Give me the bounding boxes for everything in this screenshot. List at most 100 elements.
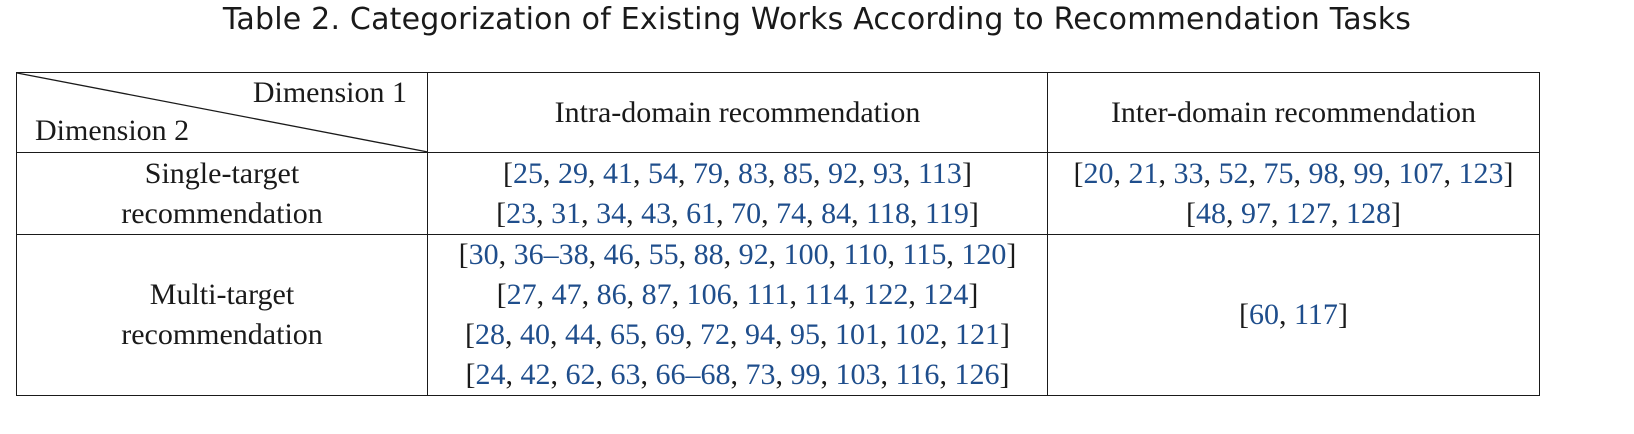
citation-link[interactable]: 99 [790, 358, 821, 391]
citation-line: [48, 97, 127, 128] [1186, 196, 1401, 230]
column-header-inter: Inter-domain recommendation [1047, 72, 1540, 153]
citation-link[interactable]: 69 [655, 318, 685, 351]
citation-link[interactable]: 116 [895, 358, 940, 391]
citation-link[interactable]: 94 [745, 318, 775, 351]
row-label-line: recommendation [121, 196, 323, 230]
citation-link[interactable]: 42 [520, 358, 551, 391]
citation-link[interactable]: 113 [918, 156, 962, 190]
citation-link[interactable]: 23 [506, 196, 537, 230]
row-label-line: Multi-target [149, 278, 295, 311]
citation-link[interactable]: 70 [731, 196, 762, 230]
citation-line: [25, 29, 41, 54, 79, 83, 85, 92, 93, 113… [503, 156, 972, 190]
citation-line: [23, 31, 34, 43, 61, 70, 74, 84, 118, 11… [496, 196, 979, 230]
citation-link[interactable]: 83 [738, 156, 769, 190]
citation-link[interactable]: 66–68 [655, 358, 731, 391]
citation-link[interactable]: 99 [1353, 156, 1384, 190]
citation-link[interactable]: 20 [1083, 156, 1114, 190]
citation-link[interactable]: 95 [790, 318, 820, 351]
table-row: Multi-target recommendation [30, 36–38, … [16, 234, 1540, 396]
citation-link[interactable]: 100 [783, 238, 829, 271]
citation-link[interactable]: 98 [1308, 156, 1339, 190]
citation-link[interactable]: 30 [468, 238, 499, 271]
citation-link[interactable]: 92 [738, 238, 769, 271]
table-caption: Table 2. Categorization of Existing Work… [222, 2, 1412, 37]
header-row: Dimension 1 Dimension 2 Intra-domain rec… [16, 72, 1540, 153]
citation-link[interactable]: 48 [1196, 196, 1226, 230]
citation-link[interactable]: 27 [506, 278, 537, 311]
column-header-intra: Intra-domain recommendation [427, 72, 1048, 153]
citation-link[interactable]: 73 [745, 358, 776, 391]
citation-link[interactable]: 62 [565, 358, 596, 391]
citation-link[interactable]: 24 [475, 358, 506, 391]
citation-link[interactable]: 101 [835, 318, 880, 351]
citation-link[interactable]: 85 [783, 156, 814, 190]
citation-link[interactable]: 34 [596, 196, 627, 230]
citation-line: [20, 21, 33, 52, 75, 98, 99, 107, 123] [1073, 156, 1514, 190]
citation-link[interactable]: 122 [863, 278, 909, 311]
citation-link[interactable]: 128 [1346, 196, 1391, 230]
table-row: Single-target recommendation [25, 29, 41… [16, 152, 1540, 235]
citation-link[interactable]: 107 [1398, 156, 1444, 190]
row-header-single-target: Single-target recommendation [16, 152, 428, 235]
citation-link[interactable]: 31 [551, 196, 582, 230]
citation-link[interactable]: 55 [648, 238, 679, 271]
citation-link[interactable]: 110 [843, 238, 888, 271]
citation-link[interactable]: 92 [828, 156, 859, 190]
citation-link[interactable]: 124 [923, 278, 969, 311]
citation-link[interactable]: 121 [955, 318, 1000, 351]
citation-link[interactable]: 86 [596, 278, 627, 311]
row-label-line: Single-target [144, 156, 300, 190]
citation-link[interactable]: 120 [961, 238, 1007, 271]
citation-line: [28, 40, 44, 65, 69, 72, 94, 95, 101, 10… [465, 318, 1010, 351]
cell-multi-intra: [30, 36–38, 46, 55, 88, 92, 100, 110, 11… [427, 234, 1048, 396]
diagonal-divider [17, 73, 428, 152]
citation-link[interactable]: 40 [520, 318, 550, 351]
citation-link[interactable]: 25 [513, 156, 544, 190]
citation-link[interactable]: 46 [603, 238, 634, 271]
citation-link[interactable]: 65 [610, 318, 640, 351]
citation-link[interactable]: 60 [1249, 298, 1280, 331]
citation-link[interactable]: 114 [804, 278, 849, 311]
citation-link[interactable]: 115 [902, 238, 947, 271]
citation-link[interactable]: 84 [821, 196, 852, 230]
citation-link[interactable]: 93 [873, 156, 904, 190]
citation-line: [24, 42, 62, 63, 66–68, 73, 99, 103, 116… [465, 358, 1010, 391]
citation-link[interactable]: 102 [895, 318, 940, 351]
citation-link[interactable]: 117 [1294, 298, 1338, 331]
citation-link[interactable]: 126 [954, 358, 1000, 391]
cell-single-inter: [20, 21, 33, 52, 75, 98, 99, 107, 123] [4… [1047, 152, 1540, 235]
citation-link[interactable]: 43 [641, 196, 672, 230]
citation-link[interactable]: 88 [693, 238, 724, 271]
citation-link[interactable]: 111 [746, 278, 790, 311]
citation-link[interactable]: 79 [693, 156, 724, 190]
citation-link[interactable]: 29 [558, 156, 589, 190]
citation-link[interactable]: 127 [1286, 196, 1331, 230]
citation-link[interactable]: 36–38 [513, 238, 589, 271]
cell-multi-inter: [60, 117] [1047, 234, 1540, 396]
row-label-line: recommendation [121, 318, 323, 351]
citation-link[interactable]: 123 [1458, 156, 1504, 190]
citation-line: [30, 36–38, 46, 55, 88, 92, 100, 110, 11… [458, 238, 1017, 271]
citation-link[interactable]: 28 [475, 318, 505, 351]
citation-link[interactable]: 61 [686, 196, 717, 230]
citation-link[interactable]: 119 [925, 196, 969, 230]
citation-link[interactable]: 54 [648, 156, 679, 190]
citation-link[interactable]: 33 [1173, 156, 1204, 190]
dimension-2-label: Dimension 2 [35, 114, 190, 147]
citation-link[interactable]: 72 [700, 318, 730, 351]
citation-link[interactable]: 74 [776, 196, 807, 230]
citation-link[interactable]: 87 [641, 278, 672, 311]
citation-link[interactable]: 106 [686, 278, 732, 311]
citation-link[interactable]: 44 [565, 318, 595, 351]
cell-single-intra: [25, 29, 41, 54, 79, 83, 85, 92, 93, 113… [427, 152, 1048, 235]
citation-link[interactable]: 97 [1241, 196, 1271, 230]
citation-link[interactable]: 47 [551, 278, 582, 311]
row-header-multi-target: Multi-target recommendation [16, 234, 428, 396]
citation-link[interactable]: 118 [866, 196, 910, 230]
citation-link[interactable]: 41 [603, 156, 634, 190]
citation-link[interactable]: 52 [1218, 156, 1249, 190]
citation-link[interactable]: 75 [1263, 156, 1294, 190]
citation-link[interactable]: 63 [610, 358, 641, 391]
citation-link[interactable]: 21 [1128, 156, 1159, 190]
citation-link[interactable]: 103 [835, 358, 881, 391]
